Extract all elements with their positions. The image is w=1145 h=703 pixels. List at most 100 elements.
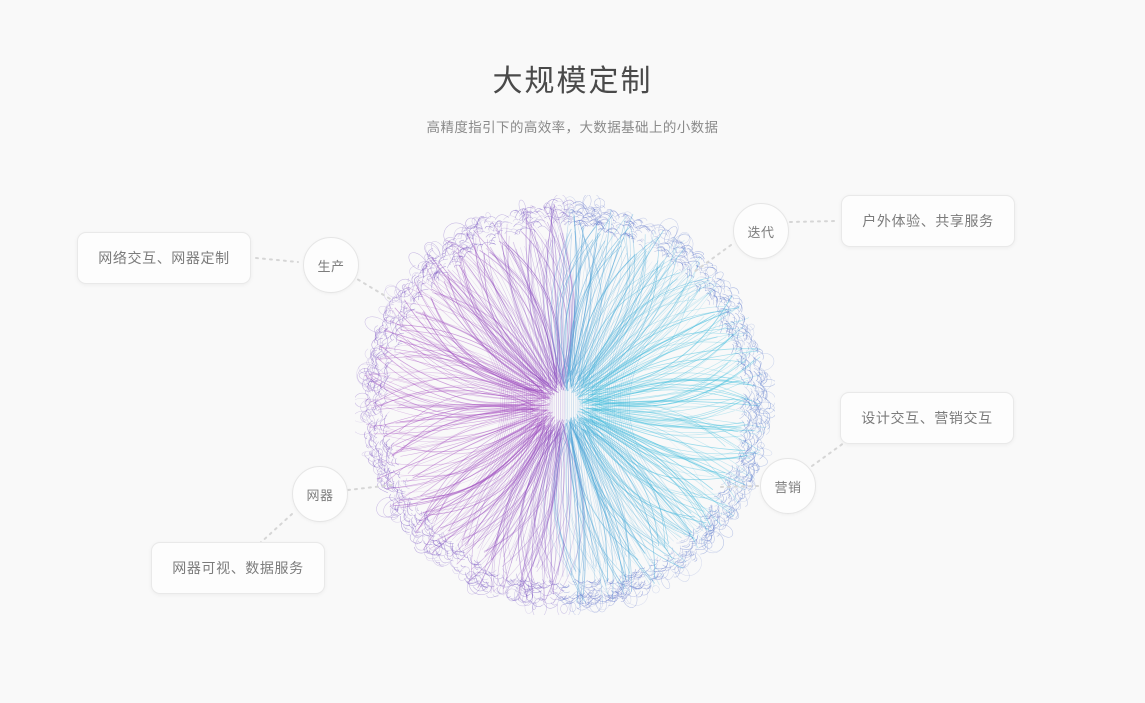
sphere-rim-arc	[371, 365, 375, 373]
sphere-rim-arc	[742, 331, 748, 340]
sphere-rim-arc	[561, 199, 575, 205]
node-produce[interactable]: 生产	[303, 237, 359, 293]
sphere-rim-arc	[703, 284, 707, 292]
sphere-rim-arc	[586, 213, 594, 217]
sphere-strand	[589, 418, 714, 491]
sphere-rim-arc	[642, 576, 655, 586]
sphere-rim-arc	[385, 316, 389, 321]
sphere-rim-arc	[565, 601, 573, 605]
sphere-rim-arc	[622, 224, 632, 231]
sphere-meridian	[623, 277, 700, 533]
sphere-rim-arc	[734, 470, 738, 479]
sphere-outer-loop	[373, 459, 384, 468]
sphere-rim-arc	[520, 586, 533, 592]
sphere-rim-arc	[726, 324, 731, 334]
chip-device-visualization[interactable]: 网器可视、数据服务	[151, 542, 325, 594]
sphere-rim-arc	[389, 296, 398, 309]
sphere-rim-arc	[385, 355, 393, 369]
sphere-rim-arc	[706, 293, 711, 299]
sphere-rim-arc	[689, 553, 694, 557]
sphere-meridian	[460, 267, 520, 543]
sphere-rim-arc	[414, 515, 422, 522]
sphere-outer-loop	[361, 378, 375, 389]
sphere-strand	[567, 434, 586, 576]
sphere-strand	[570, 225, 632, 389]
sphere-rim-arc	[590, 207, 602, 212]
sphere-rim-arc	[452, 252, 462, 261]
sphere-rim-arc	[706, 299, 710, 306]
sphere-rim-arc	[442, 243, 447, 253]
sphere-strand	[580, 291, 713, 393]
sphere-outer-loop	[746, 323, 755, 331]
sphere-rim-arc	[637, 564, 652, 573]
sphere-rim-arc	[379, 387, 383, 398]
sphere-rim-arc	[692, 554, 696, 561]
sphere-rim-arc	[524, 581, 536, 588]
sphere-strand	[562, 208, 571, 379]
sphere-rim-arc	[391, 505, 399, 516]
sphere-rim-arc	[589, 219, 599, 225]
sphere-rim-arc	[557, 204, 563, 208]
sphere-outer-loop	[395, 278, 414, 298]
sphere-outer-loop	[550, 197, 565, 218]
sphere-rim-arc	[415, 276, 426, 284]
node-iterate[interactable]: 迭代	[733, 203, 789, 259]
sphere-rim-arc	[390, 471, 393, 480]
sphere-strand	[473, 229, 557, 388]
sphere-outer-loop	[474, 217, 483, 231]
node-market[interactable]: 营销	[760, 458, 816, 514]
sphere-rim-arc	[445, 246, 452, 254]
sphere-outer-loop	[355, 398, 373, 423]
chip-network-interaction[interactable]: 网络交互、网器定制	[77, 232, 251, 284]
sphere-outer-loop	[572, 205, 584, 215]
sphere-strand	[501, 429, 560, 567]
sphere-rim-arc	[528, 210, 534, 214]
sphere-strand	[582, 422, 688, 532]
sphere-rim-arc	[671, 237, 679, 245]
sphere-strand	[536, 422, 572, 573]
sphere-strand	[521, 428, 561, 587]
sphere-rim-arc	[379, 411, 384, 418]
sphere-rim-arc	[603, 592, 614, 597]
sphere-rim-arc	[476, 244, 483, 252]
sphere-outer-loop	[424, 253, 434, 264]
node-device[interactable]: 网器	[292, 466, 348, 522]
sphere-rim-arc	[418, 281, 423, 292]
sphere-meridian	[584, 247, 610, 563]
sphere-rim-arc	[611, 224, 615, 228]
sphere-rim-arc	[574, 578, 585, 584]
sphere-strand	[569, 424, 614, 601]
sphere-rim-arc	[729, 295, 734, 300]
sphere-strand	[502, 420, 561, 579]
sphere-rim-arc	[675, 545, 681, 556]
chip-outdoor-experience[interactable]: 户外体验、共享服务	[841, 195, 1015, 247]
sphere-rim-arc	[715, 300, 726, 308]
sphere-rim-arc	[672, 248, 678, 254]
sphere-rim-arc	[389, 477, 395, 484]
sphere-strand	[583, 431, 676, 560]
sphere-strand	[592, 408, 742, 428]
sphere-rim-arc	[706, 509, 716, 517]
sphere-rim-arc	[611, 210, 621, 218]
sphere-rim-arc	[482, 571, 491, 575]
sphere-rim-arc	[383, 434, 391, 449]
sphere-rim-arc	[753, 349, 764, 360]
sphere-rim-arc	[556, 593, 569, 600]
sphere-rim-arc	[488, 233, 493, 238]
sphere-rim-arc	[668, 550, 675, 555]
sphere-strand	[489, 251, 558, 389]
sphere-rim-arc	[531, 581, 544, 586]
sphere-outer-loop	[571, 594, 582, 615]
sphere-meridian	[485, 258, 531, 552]
sphere-rim-arc	[563, 221, 572, 226]
sphere-rim-arc	[434, 271, 438, 275]
sphere-strand	[578, 281, 709, 394]
sphere-rim-arc	[624, 233, 628, 237]
sphere-strand	[400, 409, 549, 457]
sphere-rim-arc	[758, 372, 760, 377]
chip-design-interaction[interactable]: 设计交互、营销交互	[840, 392, 1014, 444]
sphere-rim-arc	[634, 232, 638, 236]
sphere-rim-arc	[749, 346, 755, 356]
sphere-rim-arc	[739, 465, 745, 473]
sphere-rim-arc	[396, 325, 408, 337]
